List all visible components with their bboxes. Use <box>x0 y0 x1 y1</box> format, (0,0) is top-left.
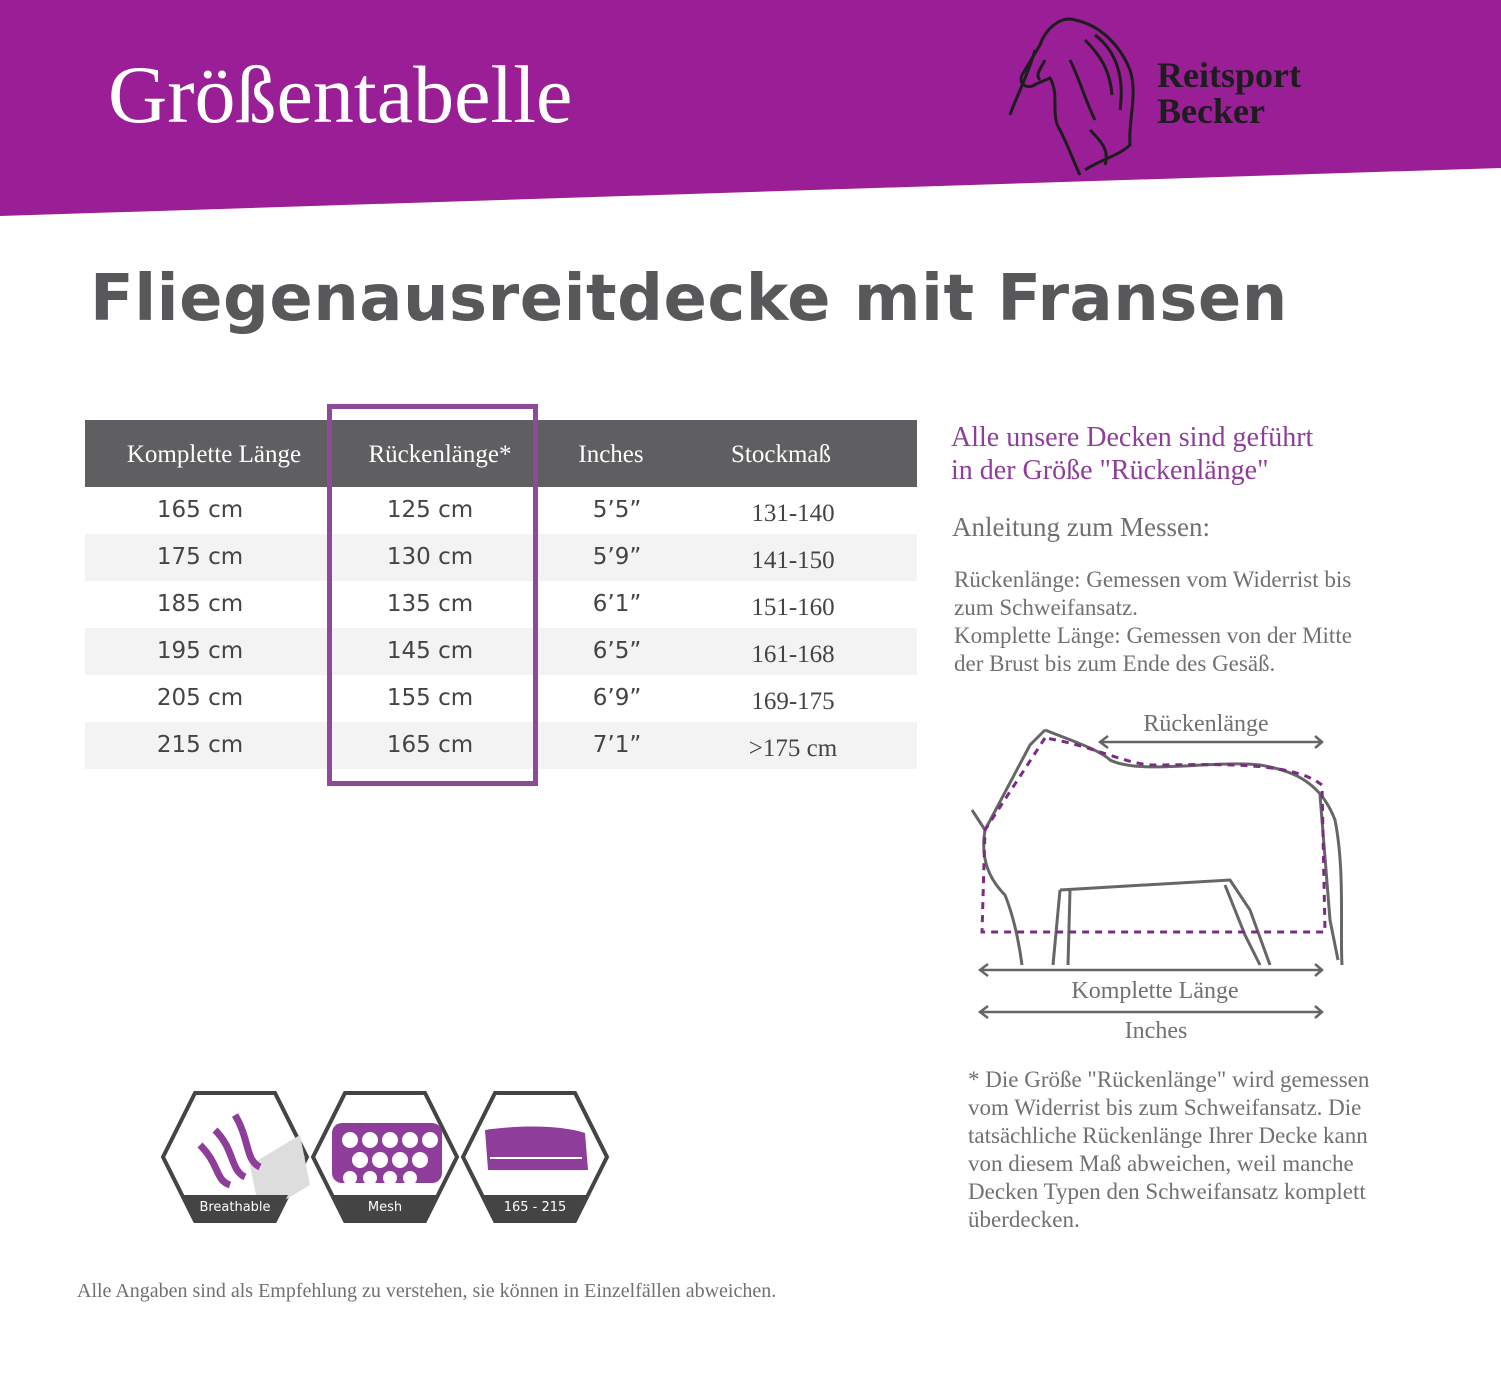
note: in der Größe "Rückenlänge" <box>951 455 1269 486</box>
table-cell: 175 cm <box>156 544 244 570</box>
table-cell: >175 cm <box>748 735 838 762</box>
table-cell: 141-150 <box>751 547 835 574</box>
table-cell: 6’5” <box>592 638 642 664</box>
table-row: 205 cm 155 cm 6’9” 169-175 <box>85 675 917 722</box>
footnote: von diesem Maß abweichen, weil manche <box>968 1151 1354 1176</box>
table-cell: 205 cm <box>156 685 244 711</box>
table-row: 175 cm 130 cm 5’9” 141-150 <box>85 534 917 581</box>
table-cell: 151-160 <box>751 594 835 621</box>
measure-text: der Brust bis zum Ende des Gesäß. <box>954 651 1276 676</box>
table-cell: 155 cm <box>386 685 474 711</box>
table-cell: 145 cm <box>386 638 474 664</box>
size-table: Komplette Länge Rückenlänge* Inches Stockma… <box>85 420 917 769</box>
footnote: überdecken. <box>968 1207 1080 1232</box>
note: Alle unsere Decken sind geführt <box>951 422 1314 453</box>
table-cell: 5’5” <box>592 497 642 523</box>
diagram-label: Komplette Länge <box>1071 978 1239 1004</box>
footnote: Decken Typen den Schweifansatz komplett <box>968 1179 1366 1204</box>
table-cell: 215 cm <box>156 732 244 758</box>
table-cell: 169-175 <box>751 688 835 715</box>
header-row: Komplette Länge Rückenlänge* Inches Stockma… <box>85 420 917 487</box>
table-cell: 165 cm <box>156 497 244 523</box>
banner <box>0 0 1501 216</box>
table-cell: 125 cm <box>386 497 474 523</box>
measure-text: Komplette Länge: Gemessen von der Mitte <box>954 623 1352 648</box>
table-row: 195 cm 145 cm 6’5” 161-168 <box>85 628 917 675</box>
table-cell: 6’1” <box>592 591 642 617</box>
measure-text: Rückenlänge: Gemessen vom Widerrist bis <box>954 567 1352 592</box>
product-title: Fliegenausreitdecke mit Fransen <box>90 262 1288 336</box>
header-cell: Stockmaß <box>731 441 831 468</box>
measure-text: zum Schweifansatz. <box>954 595 1138 620</box>
table-cell: 135 cm <box>386 591 474 617</box>
page-title: Größentabelle <box>108 49 573 140</box>
table-cell: 6’9” <box>592 685 642 711</box>
disclaimer: Alle Angaben sind als Empfehlung zu vers… <box>77 1280 777 1302</box>
icon-label: Breathable <box>199 1200 270 1215</box>
icon-label: 165 - 215 <box>504 1200 567 1215</box>
icon-label: Mesh <box>368 1200 402 1215</box>
diagram-label: Inches <box>1124 1018 1188 1044</box>
table-cell: 5’9” <box>592 544 642 570</box>
brand: Becker <box>1157 91 1265 131</box>
table-cell: 195 cm <box>156 638 244 664</box>
table-cell: 165 cm <box>386 732 474 758</box>
logo-horse <box>1008 17 1135 176</box>
table-cell: 7’1” <box>592 732 642 758</box>
table-row: 215 cm 165 cm 7’1” >175 cm <box>85 722 917 769</box>
footnote: tatsächliche Rückenlänge Ihrer Decke kan… <box>968 1123 1368 1148</box>
table-row: 165 cm 125 cm 5’5” 131-140 <box>85 487 917 534</box>
table-cell: 161-168 <box>751 641 835 668</box>
footnote: vom Widerrist bis zum Schweifansatz. Die <box>968 1095 1362 1120</box>
table-cell: 185 cm <box>156 591 244 617</box>
table-cell: 130 cm <box>386 544 474 570</box>
header-cell: Rückenlänge* <box>368 441 512 468</box>
footnote: * Die Größe "Rückenlänge" wird gemessen <box>968 1067 1370 1092</box>
measure-title: Anleitung zum Messen: <box>952 512 1210 542</box>
brand: Reitsport <box>1157 55 1301 95</box>
icons: Breathable Mesh 165 - 215 <box>160 1091 610 1223</box>
highlight-box <box>327 404 538 786</box>
table-cell: 131-140 <box>751 500 835 527</box>
header-cell: Komplette Länge <box>126 441 302 468</box>
horse-diagram <box>970 728 1344 1019</box>
table-row: 185 cm 135 cm 6’1” 151-160 <box>85 581 917 628</box>
header-cell: Inches <box>578 441 644 468</box>
diagram-label: Rückenlänge <box>1143 711 1269 737</box>
